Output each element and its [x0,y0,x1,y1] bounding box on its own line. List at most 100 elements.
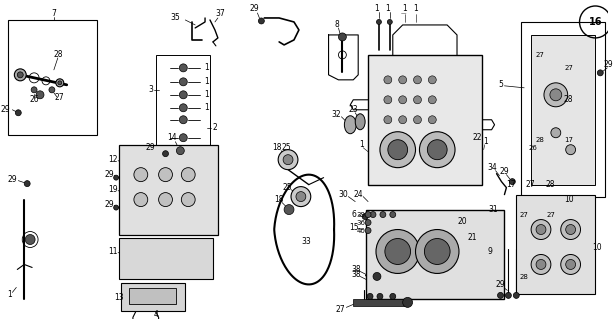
Text: 20: 20 [457,217,466,226]
Circle shape [362,213,368,220]
Circle shape [370,212,376,218]
Circle shape [49,87,55,93]
Text: 1: 1 [205,103,210,112]
Circle shape [384,76,392,84]
Circle shape [550,89,562,101]
Circle shape [428,116,436,124]
Circle shape [367,293,373,300]
Circle shape [373,272,381,280]
Circle shape [390,212,396,218]
Text: 34: 34 [488,163,498,172]
Circle shape [416,229,459,274]
Text: 1: 1 [205,90,210,99]
Circle shape [428,76,436,84]
Text: 3: 3 [148,85,153,94]
Bar [368,55,482,185]
Text: 27: 27 [520,212,528,218]
Text: 23: 23 [348,105,358,114]
Ellipse shape [345,116,356,134]
Text: 30: 30 [338,190,348,199]
Circle shape [380,212,386,218]
Text: 8: 8 [334,20,339,29]
Circle shape [403,297,413,308]
Text: 28: 28 [564,95,573,104]
Circle shape [58,81,62,85]
Circle shape [259,18,264,24]
Circle shape [385,238,411,264]
Text: 1: 1 [483,137,488,146]
Text: 29: 29 [146,143,156,152]
Text: 1: 1 [375,4,379,13]
Circle shape [177,147,185,155]
Text: 14: 14 [167,133,177,142]
Bar [121,284,185,311]
Circle shape [181,168,195,182]
Text: 33: 33 [301,237,311,246]
Circle shape [506,292,511,298]
Circle shape [380,132,416,168]
Text: 29: 29 [603,60,613,69]
Text: 1: 1 [402,4,407,13]
Circle shape [291,187,311,207]
Circle shape [566,145,576,155]
Text: 6: 6 [352,210,357,219]
Text: 36: 36 [357,220,366,226]
Text: 4: 4 [153,310,158,319]
Circle shape [566,260,576,269]
Text: 27: 27 [525,180,535,189]
Text: 27: 27 [55,93,64,102]
Circle shape [180,116,187,124]
Text: 27: 27 [335,305,345,314]
Bar [129,288,177,304]
Text: 1: 1 [386,4,390,13]
Text: 13: 13 [114,293,124,302]
Circle shape [561,254,581,275]
Text: 28: 28 [53,50,63,60]
Text: —: — [401,12,406,16]
Text: 24: 24 [353,190,363,199]
Circle shape [424,238,450,264]
Text: 40: 40 [357,228,365,234]
Text: 28: 28 [545,180,555,189]
Circle shape [561,220,581,239]
Text: 38: 38 [351,270,361,279]
Circle shape [180,91,187,99]
Circle shape [180,78,187,86]
Bar [366,210,504,300]
Circle shape [513,292,519,298]
Text: 5: 5 [498,80,503,89]
Text: 35: 35 [170,13,180,22]
Circle shape [498,292,503,298]
Circle shape [17,72,23,78]
Circle shape [338,33,346,41]
Text: 28: 28 [536,137,544,143]
Circle shape [365,228,371,234]
Circle shape [509,179,516,185]
Text: 29: 29 [104,200,114,209]
Circle shape [597,70,603,76]
Text: 27: 27 [536,52,544,58]
Bar [119,237,213,279]
Circle shape [398,96,406,104]
Circle shape [384,96,392,104]
Text: 15: 15 [349,223,359,232]
Bar [353,300,408,306]
Text: 31: 31 [489,205,498,214]
Circle shape [283,155,293,165]
Circle shape [419,132,455,168]
Circle shape [551,128,561,138]
Circle shape [113,175,118,180]
Circle shape [159,168,172,182]
Text: 27: 27 [546,212,555,218]
Text: 1: 1 [359,140,364,149]
Text: 11: 11 [109,247,118,256]
Text: 39: 39 [357,212,366,218]
Circle shape [544,83,568,107]
Text: 1: 1 [413,4,418,13]
Circle shape [284,204,294,215]
Text: 29: 29 [7,175,17,184]
Text: 2: 2 [213,123,217,132]
Circle shape [377,293,383,300]
Circle shape [25,235,35,244]
Text: 28: 28 [520,275,528,280]
